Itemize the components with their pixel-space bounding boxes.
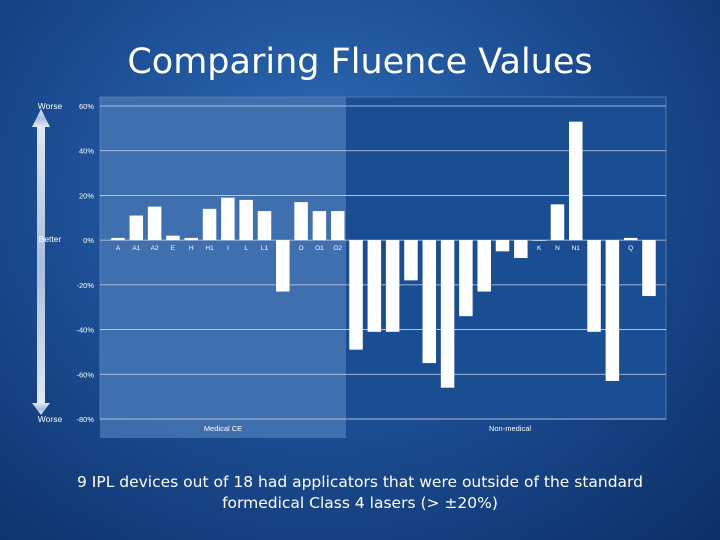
category-label: A2	[151, 245, 159, 252]
category-label: A	[116, 245, 121, 252]
category-label: Q	[628, 245, 633, 252]
category-label: D	[409, 245, 414, 252]
bar-q	[623, 237, 638, 241]
bar-f	[422, 240, 437, 364]
category-label: C	[390, 245, 395, 252]
group-label: Medical CE	[204, 424, 242, 433]
category-label: E	[171, 245, 176, 252]
category-label: M	[280, 245, 285, 252]
bar-n1	[569, 121, 583, 241]
y-tick-label: -80%	[76, 415, 94, 424]
slide-caption: 9 IPL devices out of 18 had applicators …	[76, 473, 643, 512]
bar-k	[532, 240, 546, 241]
medical-ce-shading	[100, 97, 346, 438]
group-label: Non-medical	[489, 424, 531, 433]
bar-n	[550, 204, 565, 241]
bar-a2	[147, 206, 162, 241]
arrow-head-top	[32, 109, 50, 127]
category-label: O2	[333, 245, 342, 252]
bar-b1	[367, 240, 382, 332]
category-label: N	[555, 245, 560, 252]
bar-d	[404, 240, 418, 281]
bar-e	[166, 235, 180, 241]
category-label: F	[427, 245, 431, 252]
category-label: O1	[315, 245, 324, 252]
category-label: J	[519, 245, 522, 252]
bar-g1	[477, 240, 491, 292]
bar-g2	[495, 240, 510, 252]
category-label: F1	[444, 245, 452, 252]
category-label: K	[537, 245, 542, 252]
worse-better-arrow	[32, 109, 50, 415]
category-label: L1	[261, 245, 269, 252]
bar-j	[514, 240, 528, 259]
bar-n2	[587, 240, 601, 332]
bar-l1	[257, 211, 272, 241]
category-label: B	[354, 245, 358, 252]
category-label: H	[189, 245, 194, 252]
worse-bottom-label: Worse	[38, 414, 63, 424]
bar-i	[221, 197, 235, 241]
y-tick-label: 0%	[83, 236, 94, 245]
category-label: A1	[132, 245, 140, 252]
bar-m	[276, 240, 290, 292]
category-label: G2	[498, 245, 507, 252]
y-tick-label: -20%	[76, 281, 94, 290]
y-tick-label: -40%	[76, 326, 94, 335]
category-label: I	[227, 245, 229, 252]
y-tick-label: 40%	[79, 147, 94, 156]
bar-b	[349, 240, 363, 350]
bar-l	[239, 199, 253, 241]
category-label: L	[244, 245, 248, 252]
bar-p	[605, 240, 620, 381]
y-tick-label: -60%	[76, 370, 94, 379]
better-label: Better	[39, 234, 62, 244]
category-label: Q1	[645, 245, 654, 252]
y-tick-label: 60%	[79, 102, 94, 111]
category-label: B1	[370, 245, 378, 252]
bar-f1	[440, 240, 455, 388]
bar-o2	[330, 211, 345, 241]
category-label: N1	[572, 245, 581, 252]
category-label: O	[299, 245, 304, 252]
category-label: P	[610, 245, 614, 252]
bar-c	[385, 240, 400, 332]
worse-top-label: Worse	[38, 101, 63, 111]
arrow-head-bottom	[32, 403, 50, 415]
y-tick-label: 20%	[79, 191, 94, 200]
bar-h	[184, 237, 198, 241]
slide-title: Comparing Fluence Values	[127, 42, 593, 82]
arrow-shaft	[37, 126, 45, 404]
bar-o	[294, 202, 308, 241]
category-label: N2	[590, 245, 599, 252]
bar-a1	[129, 215, 144, 241]
bar-o1	[312, 211, 327, 241]
bar-q1	[642, 240, 656, 297]
bar-g	[459, 240, 473, 317]
bar-h1	[202, 208, 217, 241]
bar-a	[111, 237, 125, 241]
category-label: G	[463, 245, 468, 252]
category-label: H1	[205, 245, 214, 252]
category-label: G1	[480, 245, 489, 252]
